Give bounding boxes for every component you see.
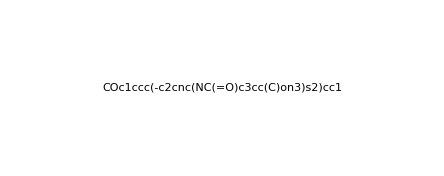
Text: COc1ccc(-c2cnc(NC(=O)c3cc(C)on3)s2)cc1: COc1ccc(-c2cnc(NC(=O)c3cc(C)on3)s2)cc1 [102,83,342,93]
